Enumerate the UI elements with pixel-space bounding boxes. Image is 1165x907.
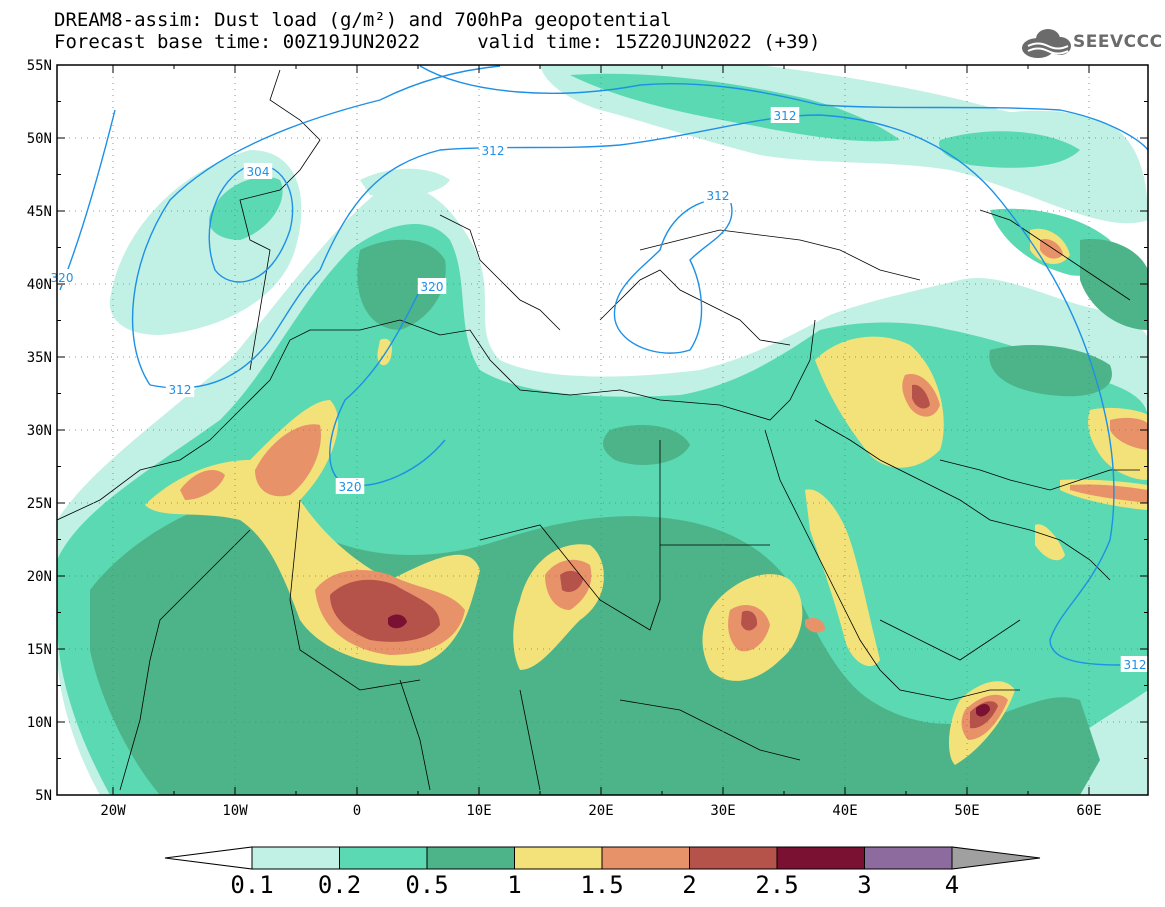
colorbar-over-triangle: [951, 846, 1041, 870]
lat-label: 50N: [27, 131, 52, 147]
cloud-logo-icon: [1022, 29, 1071, 58]
contour-label-bg: [478, 142, 508, 158]
colorbar-label: 4: [945, 871, 959, 899]
dust-level-2-5: [388, 614, 990, 717]
lon-label: 20E: [588, 803, 613, 819]
contour-label: 312: [707, 189, 730, 203]
latitude-labels: 55N 50N 45N 40N 35N 30N 25N 20N 15N 10N 5N: [27, 58, 52, 804]
colorbar-label: 1.5: [580, 871, 623, 899]
lat-label: 30N: [27, 423, 52, 439]
colorbar: [164, 846, 1041, 870]
lat-label: 15N: [27, 642, 52, 658]
colorbar-label: 1: [507, 871, 521, 899]
lon-label: 50E: [954, 803, 979, 819]
colorbar-label: 3: [857, 871, 871, 899]
contour-label: 320: [339, 480, 362, 494]
country-borders: [57, 69, 1140, 791]
colorbar-swatch: [601, 846, 690, 870]
contour-label: 320: [421, 280, 444, 294]
colorbar-swatch: [864, 846, 953, 870]
lat-label: 20N: [27, 569, 52, 585]
contour-label: 320: [51, 271, 74, 285]
lat-label: 45N: [27, 204, 52, 220]
colorbar-swatch: [776, 846, 865, 870]
contour-label-bg: [1120, 656, 1150, 672]
contour-label-bg: [47, 269, 77, 285]
contour-label: 312: [1124, 658, 1147, 672]
dust-level-2: [330, 384, 998, 729]
lon-label: 10E: [466, 803, 491, 819]
colorbar-swatch: [251, 846, 340, 870]
lat-label: 10N: [27, 715, 52, 731]
lon-label: 60E: [1076, 803, 1101, 819]
longitude-labels: 20W 10W 0 10E 20E 30E 40E 50E 60E: [100, 803, 1101, 819]
colorbar-label: 2.5: [755, 871, 798, 899]
lon-label: 40E: [832, 803, 857, 819]
contour-label: 312: [169, 383, 192, 397]
logo-text: SEEVCCC: [1073, 32, 1163, 52]
contour-label-bg: [770, 107, 800, 123]
dust-load-field: [57, 65, 1148, 795]
lon-label: 0: [353, 803, 361, 819]
lat-label: 40N: [27, 277, 52, 293]
contour-label-bg: [335, 478, 365, 494]
colorbar-label: 2: [682, 871, 696, 899]
lon-label: 20W: [100, 803, 126, 819]
colorbar-swatch: [426, 846, 515, 870]
contour-label-bg: [703, 187, 733, 203]
contour-label-bg: [243, 163, 273, 179]
contour-label: 312: [482, 144, 505, 158]
lat-label: 5N: [35, 788, 52, 804]
colorbar-swatch: [339, 846, 428, 870]
colorbar-swatch: [689, 846, 778, 870]
lat-label: 35N: [27, 350, 52, 366]
lat-label: 25N: [27, 496, 52, 512]
colorbar-labels: 0.1 0.2 0.5 1 1.5 2 2.5 3 4: [230, 871, 959, 899]
colorbar-label: 0.5: [405, 871, 448, 899]
map-title: DREAM8-assim: Dust load (g/m²) and 700hP…: [54, 9, 672, 31]
contour-label: 304: [247, 165, 270, 179]
lon-label: 30E: [710, 803, 735, 819]
colorbar-under-triangle: [164, 846, 253, 870]
forecast-time-line: Forecast base time: 00Z19JUN2022 valid t…: [54, 31, 821, 53]
lon-label: 10W: [222, 803, 248, 819]
lat-label: 55N: [27, 58, 52, 74]
colorbar-swatch: [514, 846, 603, 870]
contour-label-bg: [165, 381, 195, 397]
colorbar-label: 0.2: [318, 871, 361, 899]
axis-ticks: [57, 64, 1148, 796]
contour-label: 312: [774, 109, 797, 123]
colorbar-label: 0.1: [230, 871, 273, 899]
contour-label-bg: [417, 278, 447, 294]
